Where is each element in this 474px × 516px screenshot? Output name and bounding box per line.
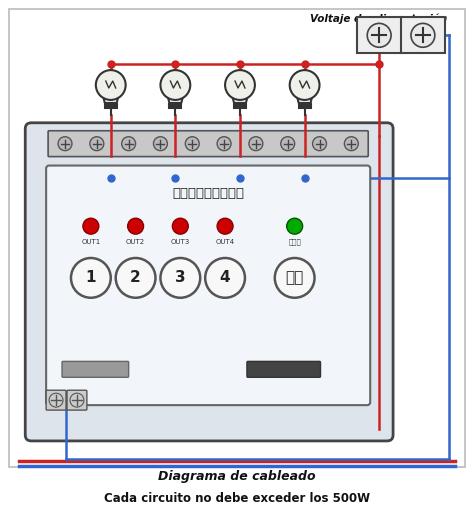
FancyBboxPatch shape [67,390,87,410]
Circle shape [161,258,200,298]
Circle shape [96,70,126,100]
FancyBboxPatch shape [62,361,128,377]
Circle shape [217,137,231,151]
Text: 4: 4 [220,270,230,285]
FancyBboxPatch shape [46,390,66,410]
Circle shape [411,23,435,47]
Text: 四路双向反馈接收器: 四路双向反馈接收器 [172,187,244,200]
Text: 1: 1 [86,270,96,285]
Text: OUT4: OUT4 [216,239,235,245]
Circle shape [217,218,233,234]
FancyBboxPatch shape [25,123,393,441]
Circle shape [185,137,199,151]
Circle shape [122,137,136,151]
Circle shape [205,258,245,298]
Circle shape [367,23,391,47]
Circle shape [58,137,72,151]
Text: 学习灯: 学习灯 [288,239,301,246]
Text: 学习: 学习 [285,270,304,285]
Circle shape [290,70,319,100]
Text: OUT3: OUT3 [171,239,190,245]
Text: Voltaje de alimentación: Voltaje de alimentación [310,13,447,24]
Circle shape [281,137,295,151]
Circle shape [83,218,99,234]
Circle shape [345,137,358,151]
FancyBboxPatch shape [48,131,368,156]
FancyBboxPatch shape [46,166,370,405]
Text: Diagrama de cableado: Diagrama de cableado [158,470,316,483]
Circle shape [312,137,327,151]
Circle shape [154,137,167,151]
Text: OUT2: OUT2 [126,239,145,245]
Circle shape [249,137,263,151]
Bar [357,18,445,53]
Circle shape [275,258,315,298]
Text: 3: 3 [175,270,186,285]
Circle shape [287,218,302,234]
Text: 2: 2 [130,270,141,285]
Circle shape [90,137,104,151]
Circle shape [128,218,144,234]
FancyBboxPatch shape [9,9,465,467]
Circle shape [225,70,255,100]
Circle shape [173,218,188,234]
Text: OUT1: OUT1 [81,239,100,245]
Circle shape [161,70,190,100]
Circle shape [71,258,111,298]
Circle shape [116,258,155,298]
FancyBboxPatch shape [247,361,320,377]
Text: Cada circuito no debe exceder los 500W: Cada circuito no debe exceder los 500W [104,492,370,505]
